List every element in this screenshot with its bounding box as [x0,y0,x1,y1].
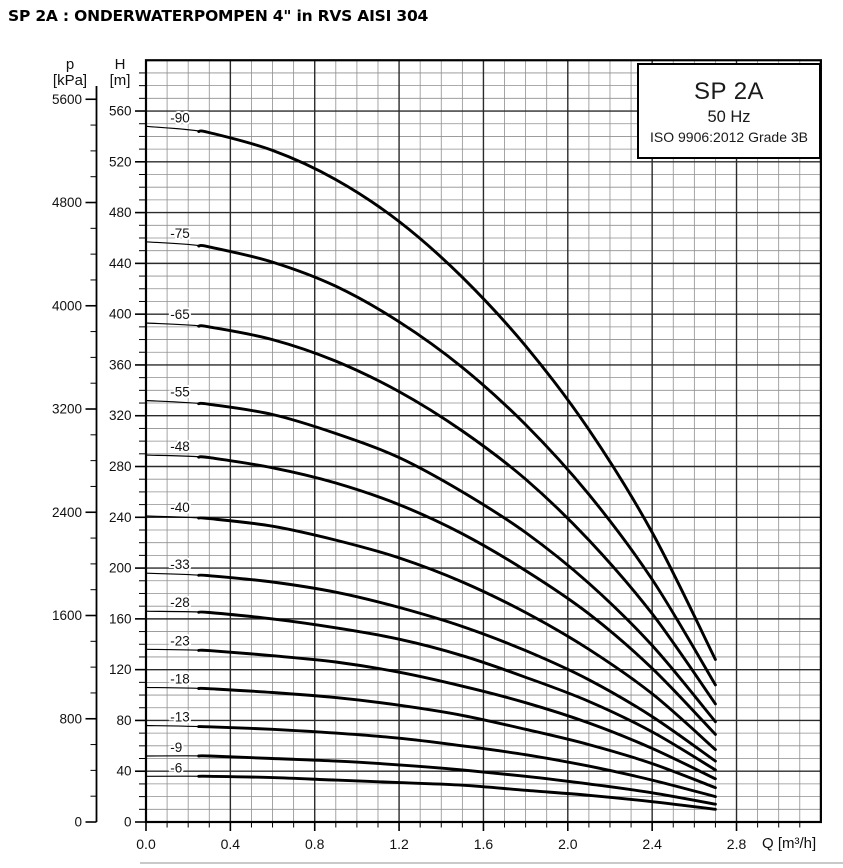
head-tick-label: 80 [116,713,131,728]
curve-label--55: -55 [170,384,190,399]
head-tick-label: 280 [109,459,132,474]
legend-frequency: 50 Hz [707,107,751,126]
pump-curve--13 [197,725,717,799]
pump-curve-thin--40 [145,515,716,751]
head-tick-label: 360 [109,357,132,372]
flow-tick-label: 1.6 [474,836,494,852]
curve-label--9: -9 [170,740,182,755]
pressure-tick-label: 2400 [52,505,82,520]
head-tick-label: 120 [109,662,132,677]
curve-label--65: -65 [170,307,190,322]
pump-curve-thin--55 [145,399,716,723]
flow-tick-label: 2.4 [642,836,662,852]
flow-tick-label: 2.0 [558,836,578,852]
pump-curve--6 [197,774,717,811]
curve-label--33: -33 [170,557,190,572]
head-tick-label: 200 [109,561,132,576]
legend-standard: ISO 9906:2012 Grade 3B [650,128,808,145]
head-tick-label: 560 [109,104,132,119]
pump-curve--23 [197,648,717,781]
pump-curve--55 [197,401,717,724]
head-tick-label: 520 [109,154,132,169]
pump-curve--9 [197,754,717,806]
pump-curve--40 [197,516,717,752]
plot-frame [144,59,822,824]
page-bottom-divider [140,862,843,864]
pressure-tick-label: 1600 [52,608,82,623]
pump-curve--65 [197,324,717,706]
head-tick-label: 160 [109,611,132,626]
pump-curve--90 [197,129,717,661]
curve-label--13: -13 [170,710,190,725]
head-tick-label: 240 [109,510,132,525]
head-tick-label: 480 [109,205,132,220]
pressure-tick-label: 3200 [52,402,82,417]
page-title: SP 2A : ONDERWATERPOMPEN 4" in RVS AISI … [8,7,429,25]
pump-curve-thin--23 [145,648,716,780]
curve-label--75: -75 [170,226,190,241]
head-axis-unit: [m] [109,72,131,89]
flow-tick-label: 0.0 [136,836,156,852]
pump-curve--18 [197,686,717,790]
pressure-tick-label: 4000 [52,298,82,313]
pump-curve--33 [197,573,717,763]
pressure-axis-symbol: p [65,56,75,73]
head-tick-label: 40 [116,764,131,779]
pressure-tick-label: 5600 [52,92,82,107]
pump-curve-thin--13 [145,724,716,798]
pressure-tick-label: 800 [59,711,82,726]
curve-label--40: -40 [170,500,190,515]
curve-label--6: -6 [170,760,182,775]
head-tick-label: 440 [109,256,132,271]
curve-label--23: -23 [170,633,190,648]
head-axis-symbol: H [114,56,126,73]
flow-tick-label: 2.8 [727,836,747,852]
pump-curve--75 [197,244,717,687]
head-tick-label: 400 [109,307,132,322]
curve-label--28: -28 [170,595,190,610]
head-tick-label: 0 [124,815,132,830]
pump-curve-thin--90 [145,125,716,661]
curve-label--18: -18 [170,671,190,686]
head-axis-unit-label: H [m] [93,57,147,89]
curve-label--48: -48 [170,439,190,454]
curve-label--90: -90 [170,110,190,125]
flow-tick-label: 0.8 [305,836,325,852]
pump-curve-thin--6 [145,775,716,810]
pump-curve--28 [197,610,717,772]
flow-tick-label: 1.2 [389,836,409,852]
pressure-tick-label: 4800 [52,195,82,210]
pressure-axis-unit: [kPa] [52,72,88,89]
pressure-axis-unit-label: p [kPa] [38,57,102,89]
head-tick-label: 320 [109,408,132,423]
flow-tick-label: 0.4 [221,836,241,852]
pressure-tick-label: 0 [74,815,82,830]
pump-curve-thin--48 [145,454,716,735]
flow-axis-label: Q [m³/h] [762,835,817,852]
legend-box: SP 2A 50 Hz ISO 9906:2012 Grade 3B [637,63,821,159]
legend-model: SP 2A [693,77,765,105]
pump-curve--48 [197,455,717,736]
